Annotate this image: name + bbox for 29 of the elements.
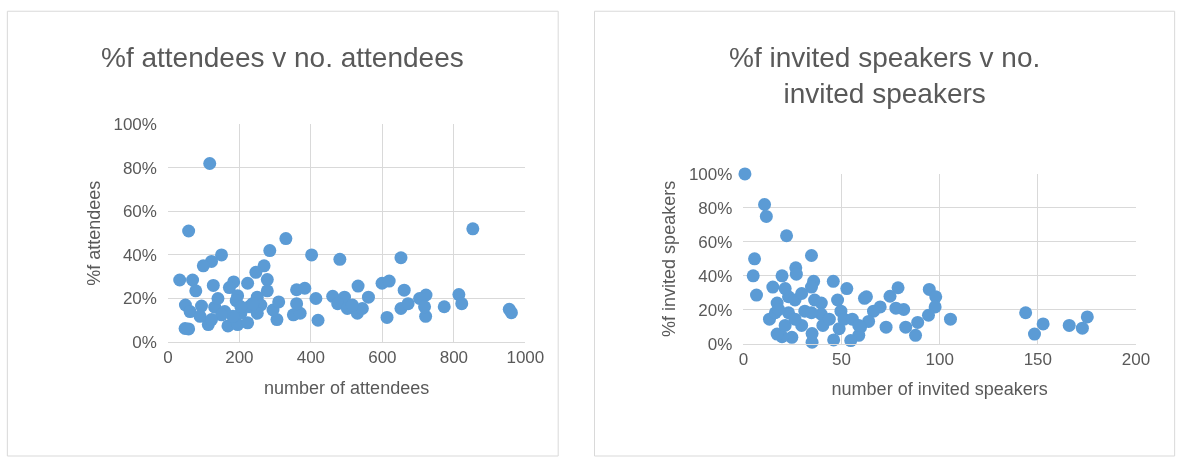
y-tick-label: 80% — [122, 158, 157, 178]
y-tick-label: 40% — [698, 266, 733, 286]
x-tick-label: 100 — [925, 350, 954, 370]
x-tick-label: 0 — [738, 350, 749, 370]
y-tick-label: 60% — [698, 232, 733, 252]
y-tick-label: 20% — [698, 300, 733, 320]
x-tick-label: 400 — [296, 348, 326, 368]
x-tick-label: 1000 — [506, 348, 545, 368]
y-tick-label: 40% — [122, 245, 157, 265]
y-tick-label: 60% — [122, 202, 157, 222]
x-axis-title: number of attendees — [264, 377, 430, 398]
x-tick-label: 200 — [1121, 350, 1151, 370]
y-tick-label: 20% — [122, 289, 157, 309]
x-tick-label: 50 — [832, 350, 851, 370]
y-tick-label: 0% — [707, 334, 733, 354]
chart-title: %f invited speakers v no. invited speakers — [729, 42, 1041, 110]
x-tick-label: 200 — [225, 348, 254, 368]
y-axis-title: %f invited speakers — [659, 180, 680, 337]
x-tick-label: 600 — [368, 348, 397, 368]
x-tick-label: 800 — [439, 348, 469, 368]
x-tick-label: 150 — [1023, 350, 1053, 370]
chart-title: %f attendees v no. attendees — [101, 42, 464, 73]
y-tick-label: 80% — [698, 198, 733, 218]
x-tick-label: 0 — [163, 348, 173, 368]
y-tick-label: 0% — [132, 332, 157, 352]
y-tick-label: 100% — [113, 115, 157, 135]
y-tick-label: 100% — [688, 164, 733, 184]
x-axis-title: number of invited speakers — [831, 379, 1048, 400]
y-axis-title: %f attendees — [83, 180, 104, 286]
